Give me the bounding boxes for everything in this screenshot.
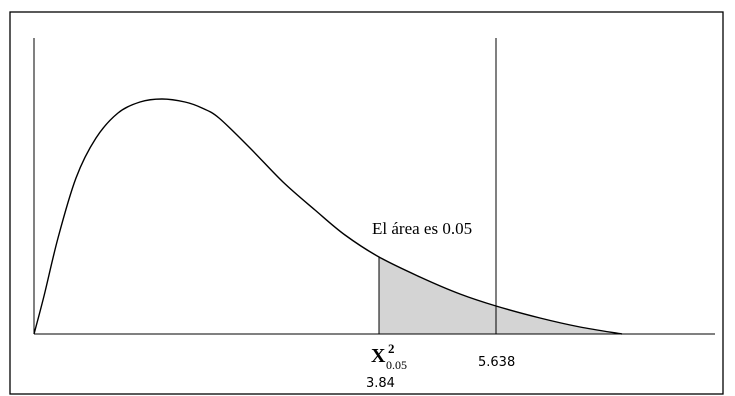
critical-label-subscript: 0.05: [386, 358, 407, 372]
critical-value-label: X 2 0.05: [371, 341, 407, 372]
critical-label-superscript: 2: [388, 341, 395, 356]
observed-value-number: 5.638: [478, 355, 515, 370]
area-annotation: El área es 0.05: [372, 219, 472, 238]
shaded-tail-area: [379, 257, 622, 334]
chi-square-density-curve: [33, 98, 623, 335]
critical-label-base: X: [371, 345, 386, 367]
critical-value-number: 3.84: [366, 376, 395, 391]
figure-frame: [9, 11, 724, 395]
